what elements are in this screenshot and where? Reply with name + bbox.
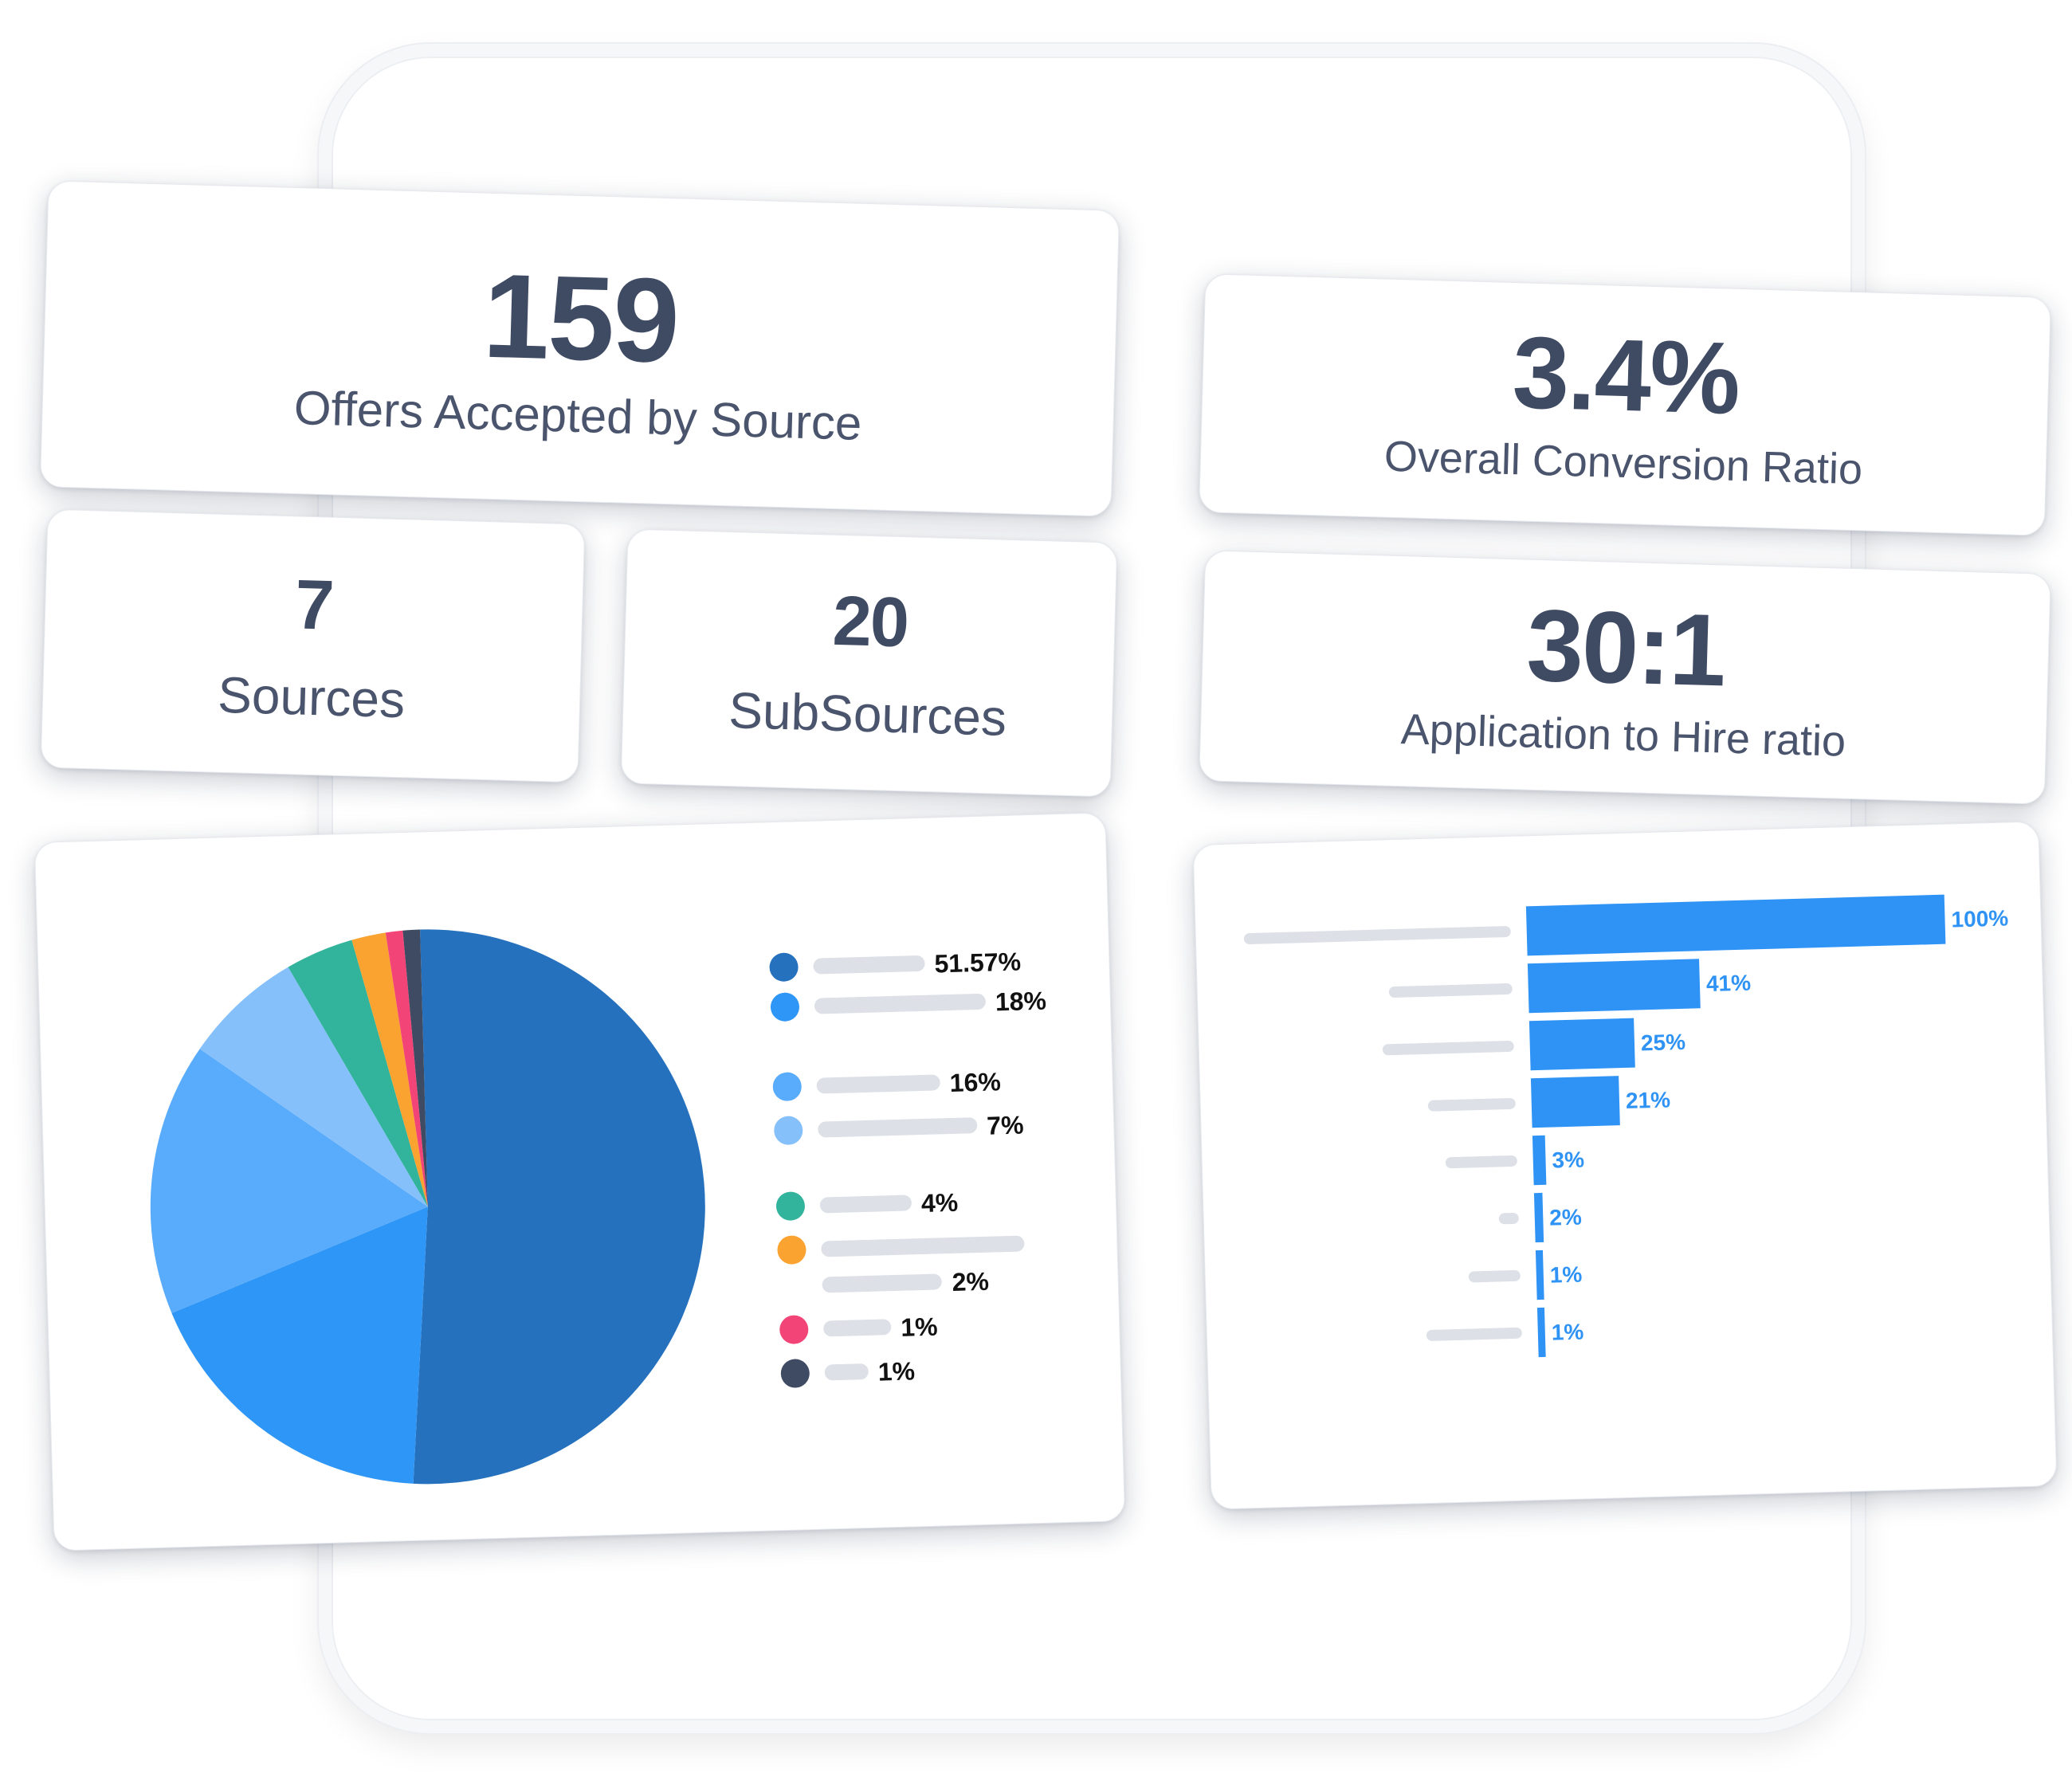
offers-accepted-label: Offers Accepted by Source [293, 380, 863, 450]
bar [1525, 894, 1946, 956]
legend-value: 18% [995, 987, 1046, 1017]
bar [1536, 1307, 1546, 1358]
hire-ratio-label: Application to Hire ratio [1400, 705, 1846, 766]
legend-item: 2% [777, 1235, 1025, 1296]
legend-swatch [774, 1116, 803, 1145]
legend-value: 16% [949, 1067, 1001, 1097]
offers-accepted-value: 159 [481, 248, 681, 387]
offers-accepted-card: 159 Offers Accepted by Source [39, 180, 1120, 517]
bar-chart: 100% 41% 25% 21% 3% 2% 1% 1% [1243, 894, 2009, 1358]
hire-ratio-card: 30:1 Application to Hire ratio [1199, 550, 2051, 805]
bar-value-label: 3% [1552, 1147, 1584, 1172]
bar [1532, 1135, 1547, 1186]
pie-slice [402, 929, 428, 1207]
subsources-card: 20 SubSources [620, 528, 1118, 798]
legend-value: 4% [920, 1188, 958, 1218]
bar-category-placeholder [1382, 1041, 1514, 1056]
legend-swatch [769, 952, 799, 982]
legend-placeholder-bar [819, 1194, 912, 1214]
legend-value: 1% [901, 1312, 938, 1342]
legend-placeholder-bar [823, 1319, 892, 1337]
pie-chart-card: 51.57% 18% 16% 7% 4% 2% 1% 1% [33, 812, 1126, 1551]
legend-placeholder-bar [824, 1363, 869, 1381]
legend-swatch [777, 1235, 806, 1265]
legend-value: 2% [952, 1267, 989, 1296]
legend-item: 7% [774, 1110, 1024, 1145]
bar-category-placeholder [1498, 1212, 1519, 1225]
legend-swatch [772, 1072, 802, 1101]
subsources-value: 20 [831, 580, 909, 662]
conversion-ratio-card: 3.4% Overall Conversion Ratio [1199, 273, 2051, 536]
pie-slice [288, 939, 428, 1207]
pie-slice [385, 930, 428, 1207]
legend-swatch [780, 1359, 810, 1388]
legend-swatch [770, 992, 799, 1022]
sources-label: Sources [217, 665, 406, 728]
sources-value: 7 [294, 563, 334, 645]
bar-chart-card: 100% 41% 25% 21% 3% 2% 1% 1% [1192, 821, 2058, 1510]
legend-item: 1% [780, 1356, 916, 1388]
legend-placeholder-bar [821, 1235, 1025, 1257]
bar-value-label: 100% [1951, 905, 2009, 932]
hire-ratio-value: 30:1 [1525, 588, 1727, 708]
legend-item: 18% [770, 987, 1046, 1022]
bar [1528, 1018, 1635, 1071]
bar-value-label: 21% [1626, 1087, 1671, 1113]
pie-slice [150, 1049, 428, 1313]
legend-placeholder-bar [813, 955, 925, 975]
bar-value-label: 25% [1641, 1030, 1686, 1056]
bar-category-placeholder [1243, 926, 1511, 945]
conversion-ratio-value: 3.4% [1511, 316, 1740, 436]
subsources-label: SubSources [728, 681, 1007, 747]
legend-value: 1% [877, 1356, 915, 1386]
bar [1533, 1192, 1544, 1243]
bar-category-placeholder [1388, 983, 1513, 998]
bar-value-label: 1% [1549, 1262, 1582, 1288]
legend-placeholder-bar [814, 993, 986, 1014]
bar-category-placeholder [1427, 1097, 1516, 1112]
legend-placeholder-bar [816, 1074, 940, 1094]
legend-placeholder-bar [818, 1117, 978, 1138]
legend-item: 16% [772, 1067, 1001, 1101]
bar-value-label: 41% [1705, 971, 1751, 997]
pie-slice [351, 932, 428, 1207]
bar-value-label: 2% [1549, 1205, 1582, 1230]
bar [1535, 1249, 1544, 1300]
bar [1527, 959, 1701, 1014]
bar-value-label: 1% [1551, 1320, 1583, 1345]
legend-placeholder-bar [822, 1273, 942, 1293]
legend-item: 51.57% [769, 947, 1022, 982]
pie-slice [413, 929, 705, 1485]
pie-chart: 51.57% 18% 16% 7% 4% 2% 1% 1% [150, 929, 1046, 1485]
legend-value: 7% [987, 1110, 1024, 1140]
legend-swatch [775, 1191, 805, 1221]
legend-value: 51.57% [934, 947, 1021, 978]
sources-card: 7 Sources [40, 508, 586, 783]
bar-category-placeholder [1426, 1327, 1522, 1341]
conversion-ratio-label: Overall Conversion Ratio [1383, 432, 1863, 494]
legend-item: 1% [779, 1312, 938, 1344]
legend-item: 4% [775, 1188, 959, 1221]
bar [1530, 1076, 1620, 1128]
bar-category-placeholder [1445, 1155, 1517, 1169]
legend-swatch [779, 1315, 809, 1344]
pie-slice [171, 1206, 428, 1484]
bar-category-placeholder [1468, 1269, 1521, 1283]
pie-slice [199, 967, 428, 1207]
